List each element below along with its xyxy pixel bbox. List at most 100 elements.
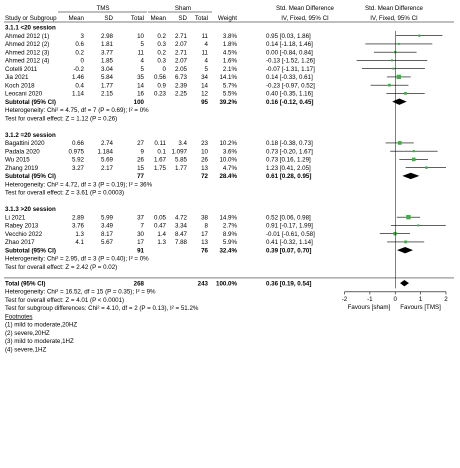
axis-tick-label: 2 [444, 296, 448, 303]
subtotal-label: Subtotal (95% CI) [5, 99, 56, 106]
header: TMS Sham Std. Mean Difference Std. Mean … [4, 5, 454, 23]
subtotal-weight: 28.4% [219, 173, 237, 180]
study-name: Vecchio 2022 [5, 231, 43, 238]
x-axis: -2 -1 0 1 2 Favours [sham] Favours [TMS] [342, 291, 448, 311]
total-tms: 37 [137, 214, 144, 221]
header-plot-sub: IV, Fixed, 95% CI [370, 15, 418, 22]
study-name: Rabey 2013 [5, 223, 39, 230]
total-sham: 12 [201, 91, 208, 98]
study-marker [396, 74, 401, 80]
sd-sham: 2.71 [175, 33, 188, 40]
study-marker [397, 42, 400, 45]
header-weight: Weight [218, 15, 237, 22]
total-sham: 23 [201, 140, 208, 147]
mean-tms: 0.2 [75, 49, 84, 56]
mean-sham: 0.56 [154, 74, 167, 81]
subtotal-total-sham: 76 [201, 247, 208, 254]
effect-ci: -0.07 [-1.31, 1.17] [266, 66, 315, 73]
total-sham: 11 [202, 49, 209, 56]
study-name: Koch 2018 [5, 82, 35, 89]
sd-sham: 3.34 [175, 223, 188, 230]
mean-tms: 0.975 [69, 148, 85, 155]
stat-note: Heterogeneity: Chi² = 2.95, df = 3 (P = … [5, 256, 149, 263]
stat-note: Test for overall effect: Z = 3.61 (P = 0… [5, 190, 124, 197]
header-mean1: Mean [69, 15, 85, 22]
effect-ci: 0.52 [0.06, 0.98] [266, 214, 311, 221]
total-sham: 26 [201, 157, 208, 164]
mean-sham: 0.3 [157, 41, 166, 48]
weight: 10.2% [219, 140, 237, 147]
stat-note: Heterogeneity: Chi² = 4.72, df = 3 (P = … [5, 181, 153, 188]
weight: 5.5% [223, 91, 238, 98]
effect-ci: 0.00 [-0.84, 0.84] [266, 49, 313, 56]
mean-sham: 0.11 [154, 140, 166, 147]
study-name: Ahmed 2012 (1) [5, 33, 49, 40]
mean-sham: 0.47 [154, 223, 167, 230]
mean-tms: 3.76 [72, 223, 85, 230]
axis-right-label: Favours [TMS] [400, 304, 441, 311]
mean-tms: 5.92 [72, 157, 85, 164]
sd-tms: 1.77 [101, 82, 114, 89]
total-diamond [400, 279, 409, 287]
total-tms: 17 [137, 239, 144, 246]
total-tms: 27 [137, 140, 144, 147]
sd-tms: 1.81 [101, 41, 114, 48]
sd-tms: 2.74 [101, 140, 114, 147]
subgroup-heading: 3.1.2 =20 session [5, 132, 56, 139]
weight: 5.7% [223, 82, 238, 89]
mean-tms: 2.89 [72, 214, 85, 221]
sd-sham: 2.25 [175, 91, 188, 98]
subgroup-heading: 3.1.3 >20 session [5, 206, 56, 213]
subtotal-diamond [402, 172, 420, 180]
total-sham: 4 [205, 58, 209, 65]
mean-tms: 1.3 [75, 231, 84, 238]
study-marker [404, 92, 407, 95]
sd-sham: 7.88 [175, 239, 188, 246]
sd-sham: 3.4 [178, 140, 187, 147]
mean-tms: 1.46 [72, 74, 85, 81]
stat-note: Test for subgroup differences: Chi² = 4.… [5, 305, 199, 312]
stat-note: Heterogeneity: Chi² = 16.52, df = 15 (P … [5, 289, 156, 296]
study-name: Wu 2015 [5, 157, 30, 164]
total-tms: 26 [137, 157, 144, 164]
subtotal-total-sham: 72 [201, 173, 208, 180]
total-sham: 10 [201, 148, 208, 155]
mean-sham: 1.4 [157, 231, 166, 238]
subtotal-label: Subtotal (95% CI) [5, 173, 56, 180]
subtotal-total-tms: 91 [137, 247, 144, 254]
sd-sham: 2.05 [175, 66, 188, 73]
weight: 14.1% [219, 74, 237, 81]
study-marker [417, 224, 420, 227]
effect-ci: 0.14 [-0.33, 0.61] [266, 74, 313, 81]
sd-tms: 1.85 [101, 58, 114, 65]
total-total-sham: 243 [198, 280, 209, 287]
study-marker [406, 214, 411, 220]
subtotal-total-sham: 95 [201, 99, 208, 106]
total-sham: 14 [201, 82, 208, 89]
weight: 3.8% [223, 33, 238, 40]
plot-marks [356, 30, 446, 289]
total-sham: 17 [201, 231, 208, 238]
sd-tms: 2.17 [101, 165, 114, 172]
subtotal-diamond [397, 246, 414, 254]
total-tms: 10 [137, 33, 144, 40]
total-tms: 16 [137, 91, 144, 98]
total-sham: 11 [202, 33, 209, 40]
mean-tms: 0.4 [75, 82, 84, 89]
study-name: Ahmed 2012 (2) [5, 41, 49, 48]
total-sham: 8 [205, 223, 209, 230]
total-sham: 13 [201, 239, 208, 246]
study-marker [392, 67, 395, 70]
axis-left-label: Favours [sham] [348, 304, 391, 311]
total-effect-ci: 0.36 [0.19, 0.54] [266, 280, 311, 287]
study-name: Cotelli 2011 [5, 66, 38, 73]
sd-tms: 5.84 [101, 74, 114, 81]
effect-ci: -0.13 [-1.52, 1.26] [266, 58, 315, 65]
effect-ci: -0.01 [-0.61, 0.58] [266, 231, 315, 238]
study-name: Leocani 2020 [5, 91, 43, 98]
subtotal-effect-ci: 0.39 [0.07, 0.70] [266, 247, 311, 254]
weight: 4.7% [223, 165, 238, 172]
sd-sham: 1.77 [175, 165, 188, 172]
